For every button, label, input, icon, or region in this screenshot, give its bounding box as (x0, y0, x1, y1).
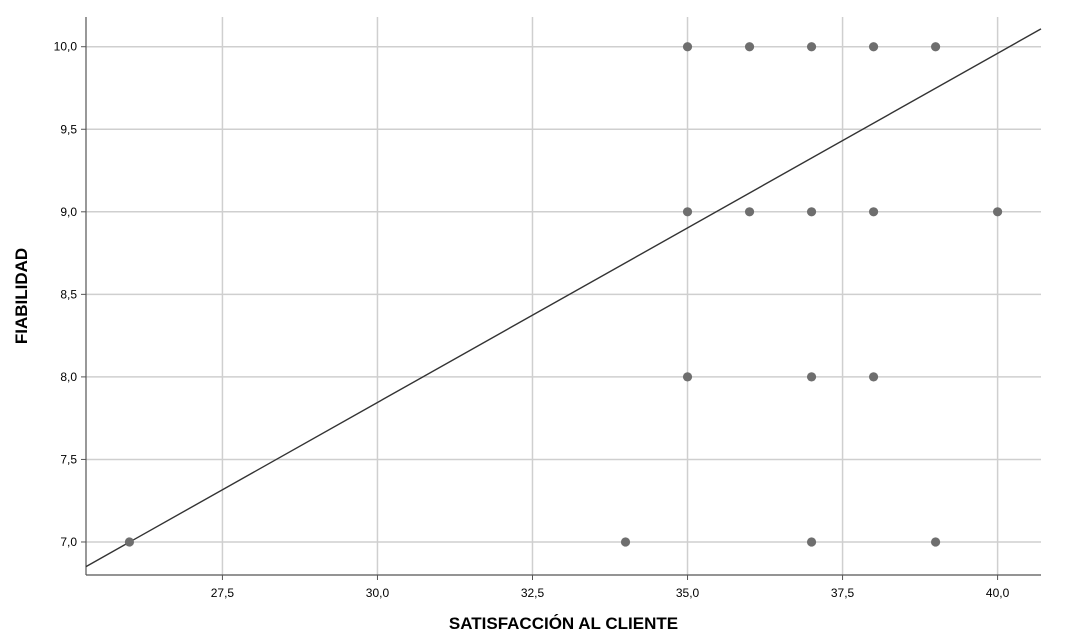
x-tick-label: 37,5 (831, 586, 855, 600)
data-point (744, 42, 755, 52)
data-point (868, 372, 879, 382)
fit-line-group (85, 28, 1042, 568)
y-tick-label: 10,0 (54, 40, 78, 54)
axes (85, 17, 1041, 576)
data-point (682, 372, 693, 382)
y-tick-label: 9,5 (60, 122, 77, 136)
data-point (620, 537, 631, 547)
data-point (930, 537, 941, 547)
data-point (930, 42, 941, 52)
fit-line (85, 28, 1042, 568)
data-point (868, 42, 879, 52)
y-tick-label: 8,5 (60, 287, 77, 301)
grid (86, 17, 1041, 575)
y-tick-label: 8,0 (60, 370, 77, 384)
x-tick-label: 40,0 (986, 586, 1010, 600)
x-tick-label: 30,0 (366, 586, 390, 600)
data-point (992, 207, 1003, 217)
y-tick-label: 7,5 (60, 452, 77, 466)
data-point (806, 42, 817, 52)
y-axis-ticks: 7,0 7,5 8,0 8,5 9,0 9,5 10,0 (54, 40, 86, 549)
x-axis-ticks: 27,5 30,0 32,5 35,0 37,5 40,0 (211, 575, 1010, 600)
data-point (868, 207, 879, 217)
x-axis-title: SATISFACCIÓN AL CLIENTE (449, 614, 678, 633)
y-axis-title: FIABILIDAD (12, 248, 31, 344)
data-point (744, 207, 755, 217)
data-points (124, 42, 1003, 547)
data-point (682, 207, 693, 217)
y-tick-label: 7,0 (60, 535, 77, 549)
data-point (806, 207, 817, 217)
data-point (682, 42, 693, 52)
data-point (806, 372, 817, 382)
data-point (806, 537, 817, 547)
y-tick-label: 9,0 (60, 205, 77, 219)
data-point (124, 537, 135, 547)
x-tick-label: 27,5 (211, 586, 235, 600)
x-tick-label: 32,5 (521, 586, 545, 600)
x-tick-label: 35,0 (676, 586, 700, 600)
